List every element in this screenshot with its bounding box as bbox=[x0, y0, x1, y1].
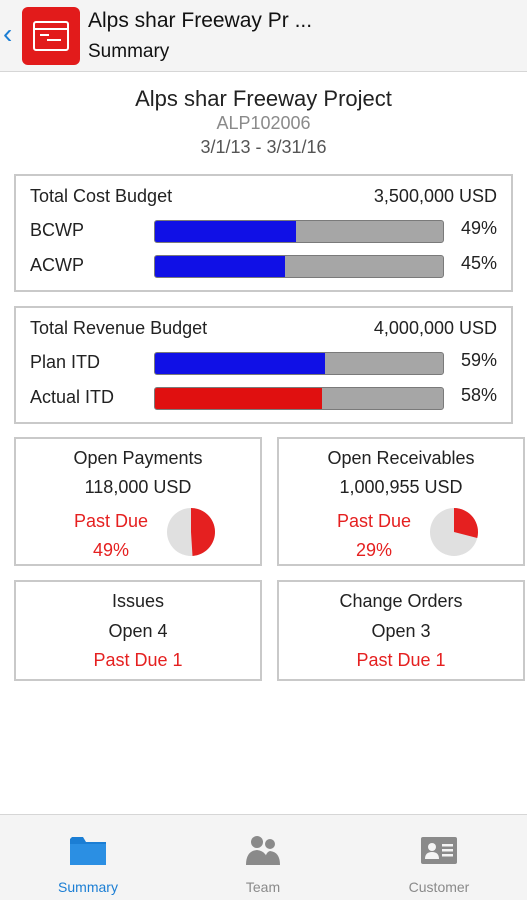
issues-card[interactable]: Issues Open 4 Past Due 1 bbox=[14, 580, 262, 681]
open-payments-title: Open Payments bbox=[73, 448, 203, 468]
nav-tab-team[interactable]: Team bbox=[175, 815, 351, 900]
project-dates: 3/1/13 - 3/31/16 bbox=[200, 137, 327, 157]
back-chevron-icon[interactable]: ‹ bbox=[3, 18, 13, 49]
nav-label-customer: Customer bbox=[408, 879, 470, 895]
change-orders-past-due: Past Due 1 bbox=[356, 650, 446, 670]
pie-past-due-slice bbox=[191, 508, 215, 556]
project-name: Alps shar Freeway Project bbox=[135, 86, 392, 111]
revenue-budget-amount: 4,000,000 USD bbox=[373, 318, 497, 338]
actual-itd-label: Actual ITD bbox=[30, 387, 115, 407]
change-orders-title: Change Orders bbox=[339, 591, 463, 611]
bottom-navigation: Summary Team Customer bbox=[0, 814, 527, 900]
app-logo-icon[interactable] bbox=[22, 7, 80, 65]
project-code: ALP102006 bbox=[216, 113, 311, 133]
bcwp-progress-fill bbox=[155, 221, 297, 242]
bcwp-percent: 49% bbox=[460, 218, 497, 238]
acwp-progress-fill bbox=[155, 256, 285, 277]
actual-itd-row: Actual ITD 58% bbox=[30, 385, 497, 410]
cost-budget-amount: 3,500,000 USD bbox=[373, 186, 497, 206]
cost-budget-label: Total Cost Budget bbox=[30, 186, 173, 206]
change-orders-card[interactable]: Change Orders Open 3 Past Due 1 bbox=[277, 580, 525, 681]
actual-itd-percent: 58% bbox=[460, 385, 497, 405]
receivables-past-due-pie bbox=[430, 508, 478, 556]
receivables-past-due-percent: 29% bbox=[355, 540, 393, 560]
open-payments-card[interactable]: Open Payments 118,000 USD Past Due 49% bbox=[14, 437, 262, 566]
issues-open-count: Open 4 bbox=[108, 621, 168, 641]
team-icon bbox=[246, 836, 280, 865]
plan-itd-progress-fill bbox=[155, 353, 325, 374]
app-bar-subtitle: Summary bbox=[88, 41, 170, 62]
app-bar: ‹ Alps shar Freeway Pr ... Summary bbox=[0, 0, 527, 72]
payments-past-due-label: Past Due bbox=[73, 511, 149, 531]
issues-title: Issues bbox=[111, 591, 165, 611]
actual-itd-progress-bar bbox=[154, 387, 444, 410]
plan-itd-label: Plan ITD bbox=[30, 352, 101, 372]
revenue-budget-card[interactable]: Total Revenue Budget 4,000,000 USD Plan … bbox=[14, 306, 513, 424]
open-receivables-card[interactable]: Open Receivables 1,000,955 USD Past Due … bbox=[277, 437, 525, 566]
open-receivables-title: Open Receivables bbox=[327, 448, 475, 468]
open-payments-amount: 118,000 USD bbox=[84, 477, 192, 497]
change-orders-open-count: Open 3 bbox=[371, 621, 431, 641]
nav-tab-summary[interactable]: Summary bbox=[0, 815, 176, 900]
bcwp-progress-bar bbox=[154, 220, 444, 243]
revenue-budget-label: Total Revenue Budget bbox=[30, 318, 208, 338]
app-bar-title: Alps shar Freeway Pr ... bbox=[88, 9, 313, 32]
contact-card-icon bbox=[421, 837, 457, 864]
cost-budget-card[interactable]: Total Cost Budget 3,500,000 USD BCWP 49%… bbox=[14, 174, 513, 292]
plan-itd-percent: 59% bbox=[460, 350, 497, 370]
folder-icon bbox=[70, 837, 106, 865]
plan-itd-row: Plan ITD 59% bbox=[30, 350, 497, 375]
payments-past-due-pie bbox=[167, 508, 215, 556]
payments-past-due-percent: 49% bbox=[92, 540, 130, 560]
nav-tab-customer[interactable]: Customer bbox=[351, 815, 527, 900]
acwp-percent: 45% bbox=[460, 253, 497, 273]
bcwp-row: BCWP 49% bbox=[30, 218, 497, 243]
nav-label-team: Team bbox=[245, 879, 281, 895]
acwp-progress-bar bbox=[154, 255, 444, 278]
open-receivables-amount: 1,000,955 USD bbox=[339, 477, 463, 497]
nav-label-summary: Summary bbox=[58, 879, 118, 895]
plan-itd-progress-bar bbox=[154, 352, 444, 375]
issues-past-due: Past Due 1 bbox=[93, 650, 183, 670]
acwp-label: ACWP bbox=[30, 255, 84, 275]
actual-itd-progress-fill bbox=[155, 388, 323, 409]
pie-past-due-slice bbox=[454, 508, 478, 538]
receivables-past-due-label: Past Due bbox=[336, 511, 412, 531]
acwp-row: ACWP 45% bbox=[30, 253, 497, 278]
bcwp-label: BCWP bbox=[30, 220, 84, 240]
